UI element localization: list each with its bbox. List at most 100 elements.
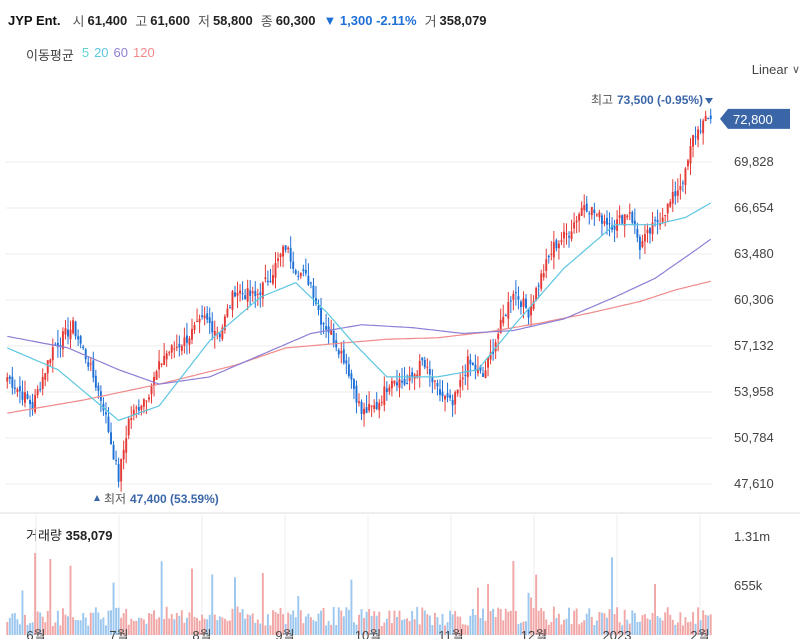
ma-legend-5[interactable]: 5 [81,45,90,60]
candle-body [522,298,525,307]
candle-body [61,331,64,350]
candle-body [578,213,581,221]
volume-title-label: 거래량 [26,528,62,543]
volume-bar [540,608,543,635]
candle-body [299,272,302,277]
volume-bar [476,587,479,635]
candle-body [11,376,14,388]
candle-body [588,213,591,215]
candle-body [360,401,363,414]
candle-body [593,209,596,214]
candle-body [489,352,492,360]
candle-body [603,221,606,224]
candle-body [411,372,414,377]
ma-legend-20[interactable]: 20 [94,45,109,60]
candle-body [525,298,527,308]
candle-body [454,392,457,405]
ma60-line [7,238,712,385]
candle-body [697,129,700,140]
volume-bar [117,607,120,635]
volume-bar [360,609,363,635]
candle-body [699,130,702,132]
candle-body [251,291,254,294]
volume-bar [613,614,616,635]
candle-body [575,220,578,223]
volume-bar [403,619,406,635]
candle-body [246,288,249,302]
candle-body [287,247,290,250]
volume-bar [459,616,462,635]
volume-bar [315,621,317,635]
y-tick-label: 63,480 [734,246,774,261]
candle-body [692,135,694,147]
candle-body [595,214,598,216]
candle-body [618,215,621,218]
candle-body [59,344,62,346]
candle-body [155,371,158,380]
volume-bar [342,616,345,635]
candle-body [256,293,259,295]
volume-bar [54,622,57,635]
candle-body [494,342,497,352]
candle-body [213,330,216,336]
volume-bar [398,610,401,635]
volume-bar [368,609,371,635]
volume-bar [471,608,474,635]
x-tick-label: 2월 [690,628,709,639]
volume-bar [97,612,100,635]
volume-bar [196,617,199,635]
candle-body [89,363,92,365]
candle-body [327,326,330,333]
volume-bar [74,620,77,635]
volume-bar [44,622,47,635]
candle-body [401,380,403,383]
volume-bar [206,619,209,635]
volume-bar [654,583,657,635]
volume-bar [256,619,259,635]
volume-bar [664,612,667,635]
candle-body [689,146,692,164]
volume-bar [69,565,72,635]
ma-legend-120[interactable]: 120 [133,45,155,60]
volume-bar [623,609,626,635]
candle-body [433,380,436,382]
price-chart[interactable]: 69,828 66,654 63,480 60,306 57,132 53,958 50,7… [0,80,800,639]
candle-body [244,295,247,299]
open-label: 시 [72,13,85,29]
y-tick-label: 60,306 [734,292,774,307]
volume-bars [6,553,712,635]
candle-body [649,227,651,234]
candle-body [623,214,626,226]
candle-body [527,308,530,318]
candle-body [560,240,563,243]
candle-body [557,243,560,249]
volume-bar [588,608,591,635]
candle-body [170,345,173,353]
close-label: 종 [260,13,273,29]
volume-bar [34,553,37,635]
volume-bar [469,615,472,635]
candle-body [84,349,87,360]
volume-bar [593,625,596,635]
volume-bar [163,618,166,635]
volume-bar [535,574,538,635]
candle-body [8,376,11,380]
ma-legend-60[interactable]: 60 [113,45,129,60]
candle-body [395,382,398,386]
volume-bar [39,612,42,635]
volume-bar [616,607,619,635]
volume-bar [456,616,459,635]
candle-body [542,273,545,278]
candle-body [312,285,315,298]
volume-bar [36,611,39,635]
volume-bar [191,568,193,635]
candle-body [368,403,371,411]
candle-body [304,269,307,274]
scale-mode-label: Linear [751,62,788,77]
scale-mode-dropdown[interactable]: Linear ∨ [752,62,800,77]
volume-bar [72,617,75,635]
candle-body [661,217,664,222]
stock-name: JYP Ent. [8,12,61,28]
candle-body [383,386,386,406]
candle-body [474,364,477,372]
